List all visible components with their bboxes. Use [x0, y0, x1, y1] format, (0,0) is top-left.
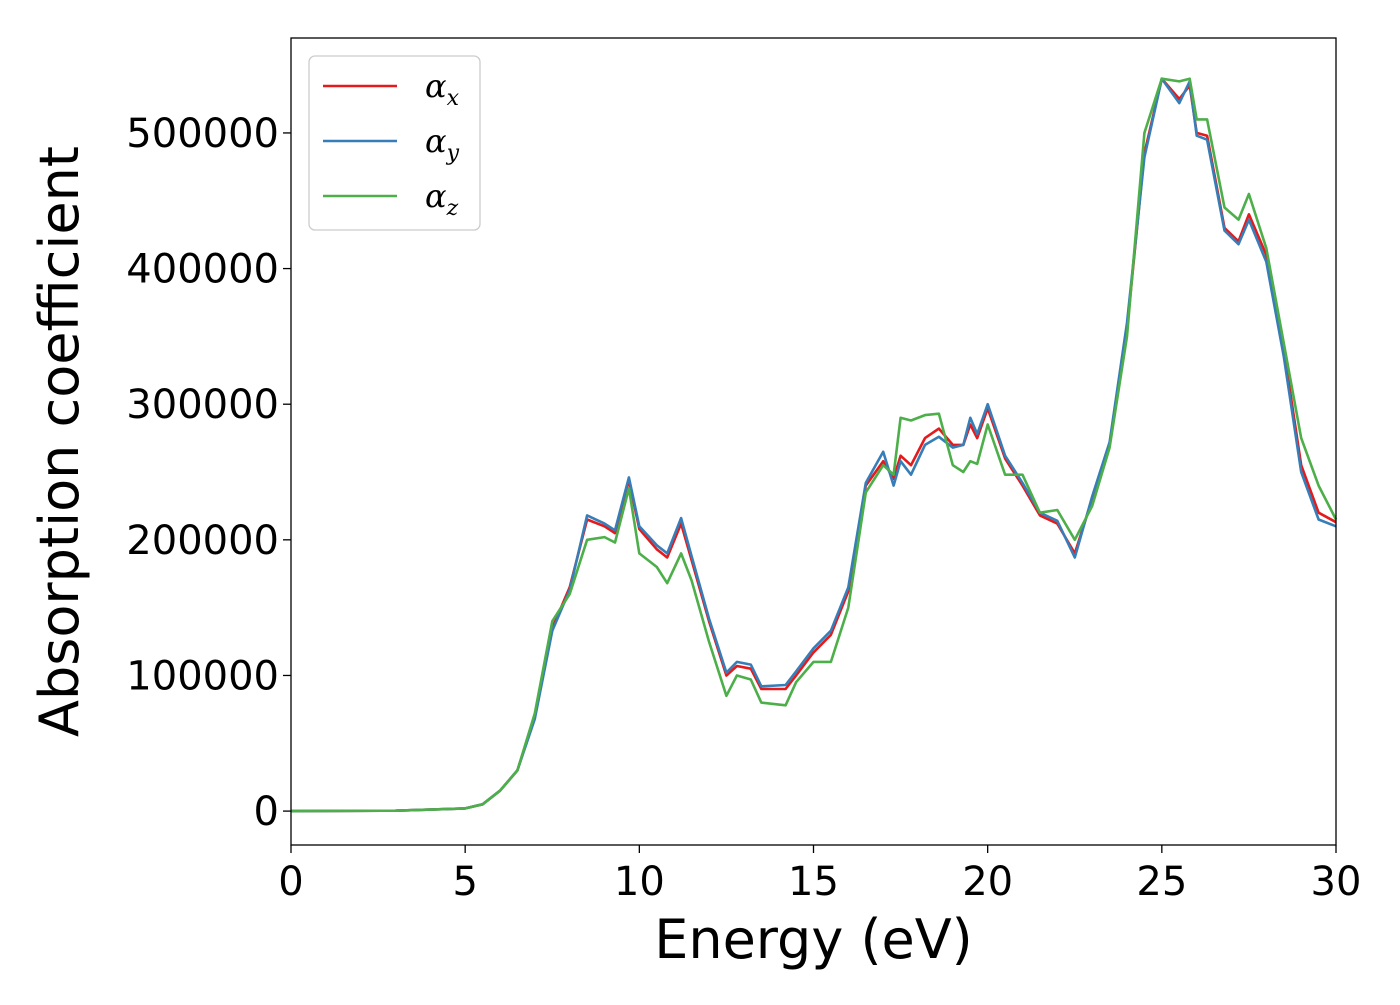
x-tick-label: 25 — [1136, 859, 1187, 905]
legend-entry-x: αx — [425, 67, 460, 111]
legend-box — [308, 55, 481, 231]
x-tick-label: 15 — [788, 859, 839, 905]
x-axis-title: Energy (eV) — [654, 908, 973, 971]
y-tick-label: 100000 — [126, 653, 279, 699]
y-tick-label: 0 — [254, 789, 279, 835]
x-tick-label: 10 — [614, 859, 665, 905]
legend: αx αy αz — [308, 55, 481, 231]
x-tick-label: 5 — [452, 859, 477, 905]
y-tick-label: 200000 — [126, 518, 279, 564]
legend-entry-y: αy — [425, 122, 460, 166]
legend-entry-z: αz — [425, 177, 459, 221]
y-axis-title: Absorption coefficient — [28, 146, 91, 737]
x-tick-label: 20 — [962, 859, 1013, 905]
series-line-y — [290, 77, 1337, 813]
y-tick-label: 500000 — [126, 111, 279, 157]
y-ticks: 0 100000 200000 300000 400000 500000 — [126, 111, 291, 835]
series-line-z — [290, 77, 1338, 813]
x-tick-label: 30 — [1311, 859, 1362, 905]
series-layer — [290, 77, 1338, 813]
y-tick-label: 300000 — [126, 382, 279, 428]
y-tick-label: 400000 — [126, 247, 279, 293]
x-ticks: 0 5 10 15 20 25 30 — [278, 845, 1361, 905]
x-tick-label: 0 — [278, 859, 303, 905]
